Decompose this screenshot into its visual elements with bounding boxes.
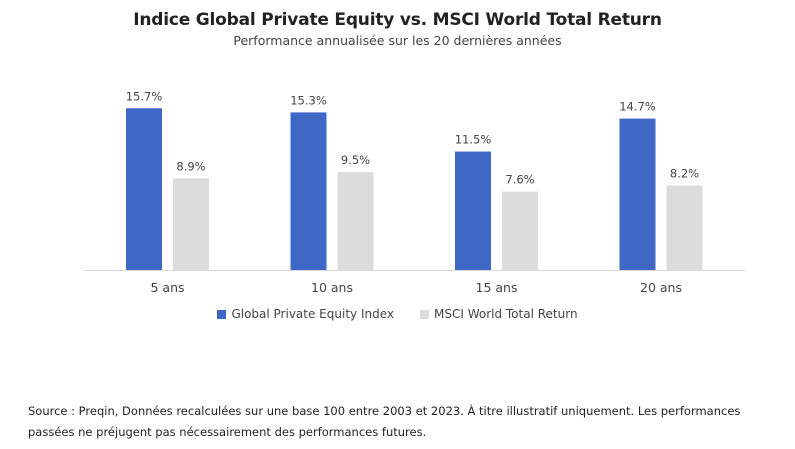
data-label-msci-world-2: 9.5%	[341, 153, 370, 167]
data-label-msci-world-4: 8.2%	[670, 167, 699, 181]
bar-msci-world-4	[666, 185, 703, 270]
x-tick-label-4: 20 ans	[640, 280, 682, 295]
bar-private-equity-1	[126, 108, 162, 270]
data-label-private-equity-3: 11.5%	[455, 133, 492, 147]
bar-private-equity-3	[455, 151, 491, 270]
bar-private-equity-4	[619, 118, 656, 270]
data-label-msci-world-1: 8.9%	[176, 159, 205, 173]
legend-swatch-msci-world	[419, 309, 429, 319]
chart-title: Indice Global Private Equity vs. MSCI Wo…	[133, 10, 662, 30]
data-label-private-equity-2: 15.3%	[290, 93, 327, 107]
legend-item-private-equity[interactable]: Global Private Equity Index	[217, 307, 394, 321]
legend-label-private-equity: Global Private Equity Index	[231, 307, 394, 321]
x-tick-label-3: 15 ans	[476, 280, 518, 295]
data-label-msci-world-3: 7.6%	[505, 173, 534, 187]
legend-item-msci-world[interactable]: MSCI World Total Return	[419, 307, 578, 321]
x-tick-label-1: 5 ans	[150, 280, 184, 295]
data-label-private-equity-1: 15.7%	[126, 89, 163, 103]
bar-msci-world-1	[173, 178, 209, 270]
chart-legend: Global Private Equity Index MSCI World T…	[0, 307, 795, 321]
bar-msci-world-2	[337, 172, 374, 270]
legend-swatch-private-equity	[217, 309, 227, 319]
source-note: Source : Preqin, Données recalculées sur…	[28, 404, 741, 439]
bar-chart: 15.7% 8.9% 5 ans 15.3% 9.5% 10 ans 11.5% 7.6% 15…	[84, 89, 745, 295]
bar-private-equity-2	[290, 112, 327, 270]
bar-msci-world-3	[502, 191, 538, 270]
data-label-private-equity-4: 14.7%	[619, 100, 656, 114]
x-tick-label-2: 10 ans	[311, 280, 353, 295]
chart-subtitle: Performance annualisée sur les 20 derniè…	[233, 33, 562, 48]
legend-label-msci-world: MSCI World Total Return	[433, 307, 578, 321]
